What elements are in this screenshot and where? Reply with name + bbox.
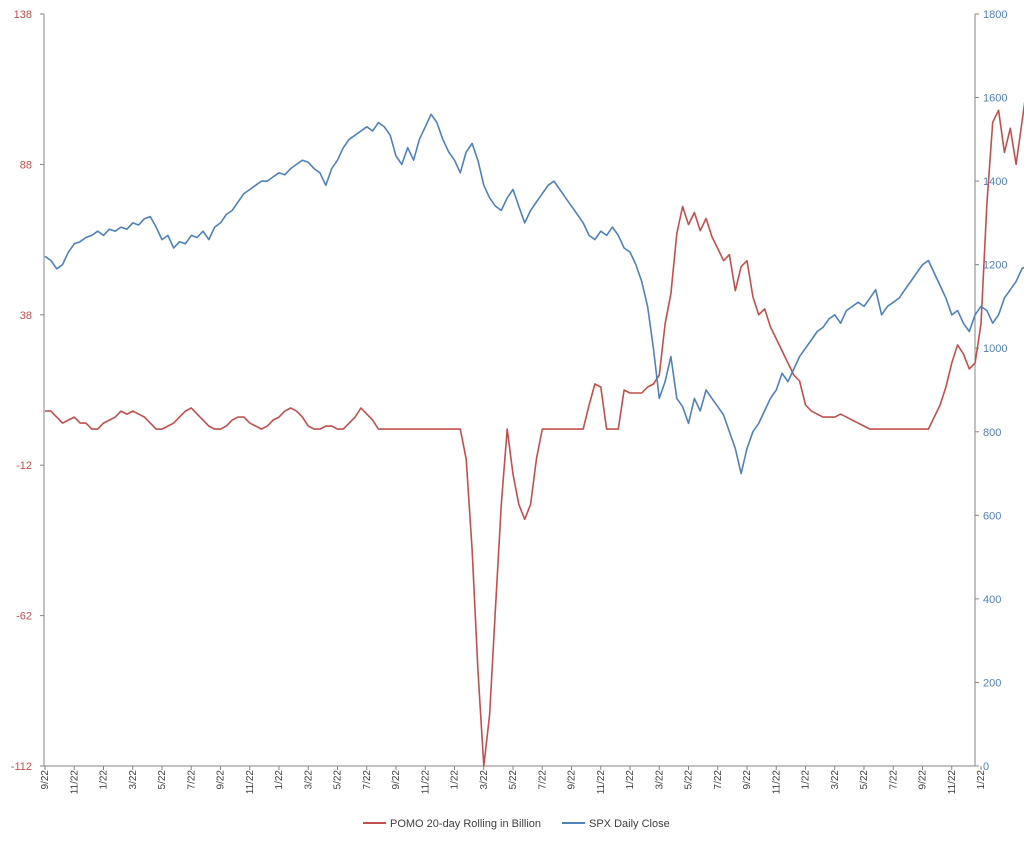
left-tick-label: 88: [20, 159, 32, 171]
x-tick-label: 1/22: [450, 770, 461, 790]
x-tick-label: 7/22: [537, 770, 548, 790]
x-tick-label: 9/22: [391, 770, 402, 790]
right-tick-label: 800: [983, 427, 1001, 439]
x-tick-label: 9/22: [742, 770, 753, 790]
x-tick-label: 9/22: [918, 770, 929, 790]
right-tick-label: 1800: [983, 9, 1007, 21]
axes: [43, 14, 976, 767]
x-tick-label: 1/22: [801, 770, 812, 790]
spx-series-line: [44, 113, 1024, 475]
x-tick-label: 5/22: [684, 770, 695, 790]
right-axis-ticks: 1800 1600 1400 1200 1000 800 600 400 200 0: [975, 9, 1007, 773]
x-tick-label: 3/22: [128, 770, 139, 790]
x-tick-label: 11/22: [245, 770, 256, 795]
left-tick-label: 138: [14, 9, 32, 21]
x-tick-label: 11/22: [69, 770, 80, 795]
x-tick-label: 9/22: [216, 770, 227, 790]
x-tick-label: 3/22: [479, 770, 490, 790]
right-tick-label: 1400: [983, 176, 1007, 188]
right-tick-label: 1600: [983, 93, 1007, 105]
x-tick-label: 3/22: [654, 770, 665, 790]
x-tick-label: 1/22: [625, 770, 636, 790]
x-tick-label: 11/22: [947, 770, 958, 795]
pomo-series-line: [45, 101, 1024, 767]
series-layer: [44, 101, 1024, 767]
x-tick-label: 1/22: [976, 770, 987, 790]
x-tick-label: 7/22: [186, 770, 197, 790]
right-tick-label: 400: [983, 594, 1001, 606]
left-tick-label: 38: [20, 310, 32, 322]
x-tick-label: 5/22: [508, 770, 519, 790]
legend-label-spx: SPX Daily Close: [589, 818, 670, 830]
x-tick-label: 1/22: [274, 770, 285, 790]
right-tick-label: 600: [983, 510, 1001, 522]
right-tick-label: 200: [983, 677, 1001, 689]
left-tick-label: -12: [16, 460, 32, 472]
x-tick-label: 3/22: [830, 770, 841, 790]
x-tick-label: 7/22: [362, 770, 373, 790]
x-tick-label: 7/22: [713, 770, 724, 790]
x-tick-label: 5/22: [333, 770, 344, 790]
x-tick-label: 11/22: [596, 770, 607, 795]
legend-label-pomo: POMO 20-day Rolling in Billion: [390, 818, 541, 830]
legend: POMO 20-day Rolling in Billion SPX Daily…: [363, 818, 670, 830]
right-tick-label: 1000: [983, 343, 1007, 355]
x-tick-label: 11/22: [771, 770, 782, 795]
x-tick-label: 9/22: [567, 770, 578, 790]
right-tick-label: 0: [983, 761, 989, 773]
x-axis-ticks: 9/22 11/22 1/22 3/22 5/22 7/22 9/22 11/22 1/22 3/…: [40, 766, 987, 794]
x-tick-label: 7/22: [888, 770, 899, 790]
x-tick-label: 1/22: [99, 770, 110, 790]
left-axis-ticks: 138 88 38 -12 -62 -112: [11, 9, 44, 773]
x-tick-label: 11/22: [420, 770, 431, 795]
left-tick-label: -62: [16, 611, 32, 623]
x-tick-label: 5/22: [859, 770, 870, 790]
x-tick-label: 3/22: [303, 770, 314, 790]
left-tick-label: -112: [11, 761, 32, 773]
x-tick-label: 5/22: [157, 770, 168, 790]
x-tick-label: 9/22: [40, 770, 51, 790]
right-tick-label: 1200: [983, 260, 1007, 272]
